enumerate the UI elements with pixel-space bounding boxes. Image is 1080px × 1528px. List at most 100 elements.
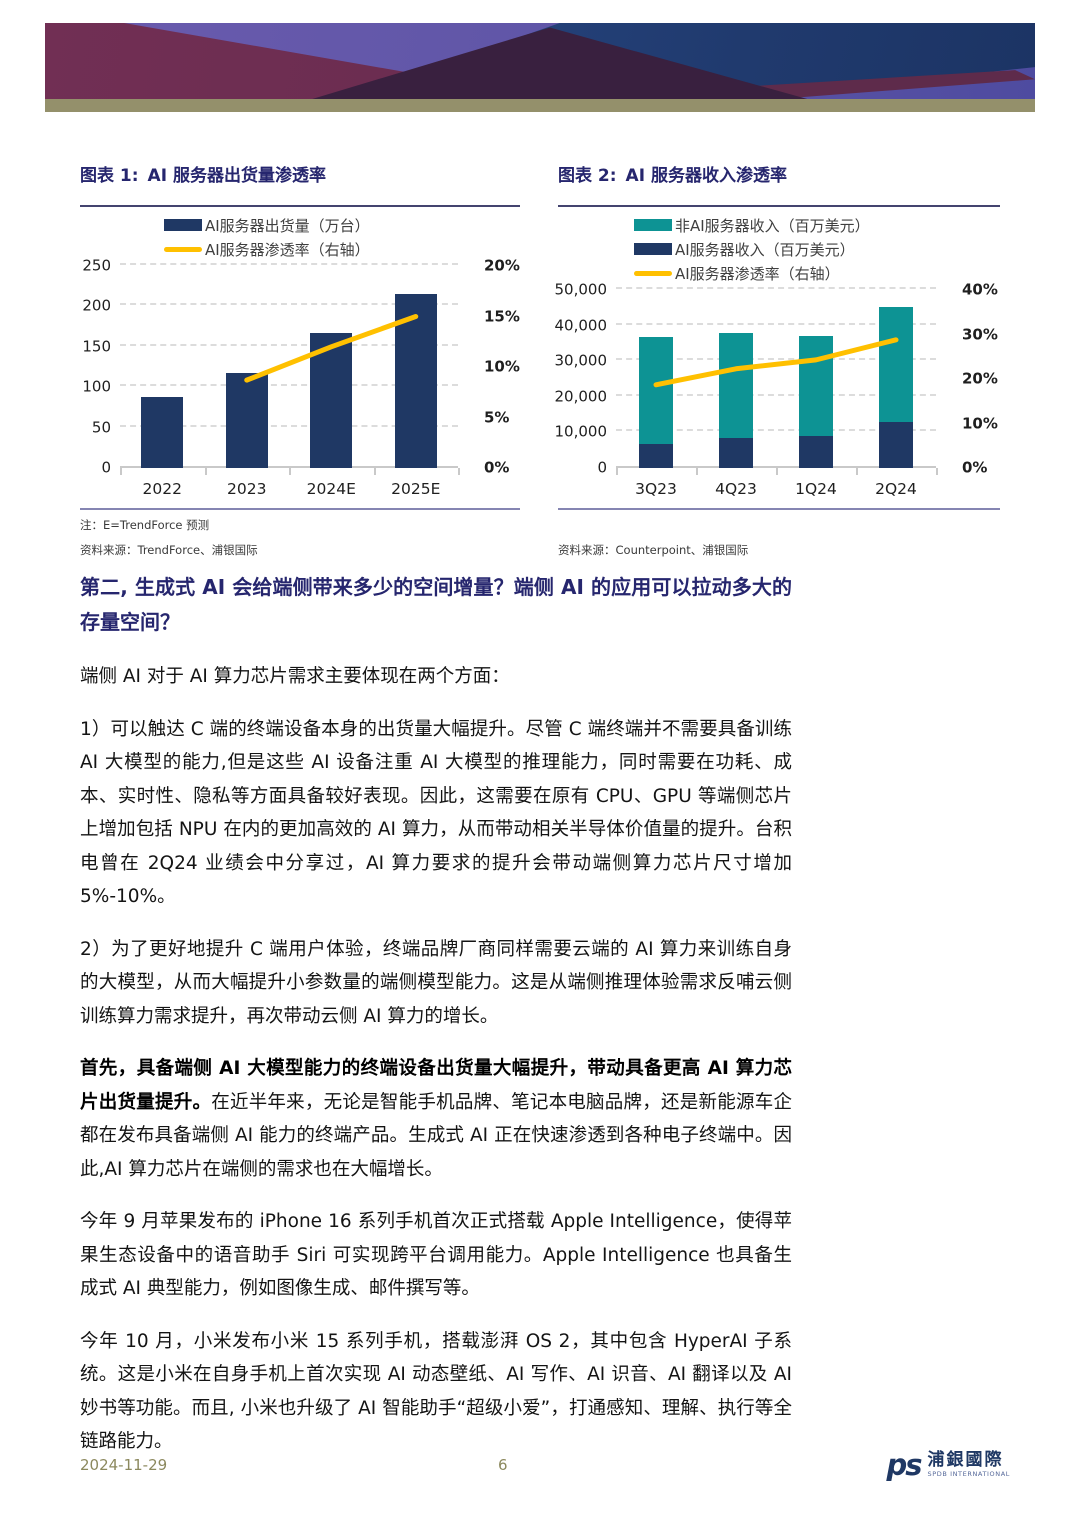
legend-item: AI服务器渗透率（右轴） [164,237,520,261]
x-axis-category-label: 2024E [306,480,356,498]
x-axis-tick [458,468,460,475]
chart-revenue: 非AI服务器收入（百万美元） AI服务器收入（百万美元） AI服务器渗透率（右轴） … [555,213,1000,499]
figure-1-top-rule [80,205,520,207]
right-axis-tick-label: 10% [484,357,520,376]
bar-segment [639,337,673,444]
x-axis-tick [776,468,778,475]
legend-item: 非AI服务器收入（百万美元） [634,213,1000,237]
chart-shipments: AI服务器出货量（万台） AI服务器渗透率（右轴） 0 50 100 150 200 250… [80,213,520,499]
spdb-logo: ps 浦銀國際 SPDB INTERNATIONAL [886,1450,1010,1480]
left-axis-tick-label: 100 [82,377,111,396]
paragraph: 端侧 AI 对于 AI 算力芯片需求主要体现在两个方面： [80,666,510,687]
left-axis-tick-label: 0 [597,458,607,477]
left-axis-tick-label: 150 [82,337,111,356]
chart-1-plot: 0 50 100 150 200 250 0% 5% 10% 15% 20% [82,258,520,475]
x-axis-tick [204,468,207,475]
figure-2-bottom-rule [558,508,1000,510]
footer-date: 2024-11-29 [80,1456,168,1474]
right-axis-tick-label: 20% [484,256,520,275]
x-axis-category-label: 2022 [142,480,182,498]
bar-segment [799,335,833,436]
legend-item: AI服务器收入（百万美元） [634,237,1000,261]
gridline [120,384,458,387]
right-axis-tick-label: 0% [484,458,510,477]
chart-2-plot: 0 10,000 20,000 30,000 40,000 50,000 0% 10% 20% 3… [555,282,998,475]
article-body: 第二, 生成式 AI 会给端侧带来多少的空间增量？端侧 AI 的应用可以拉动多大… [80,570,792,1478]
figure-2-note [558,517,1000,533]
legend-line-swatch [634,270,672,276]
x-axis-baseline [616,466,936,468]
paragraph: 1）可以触达 C 端的终端设备本身的出货量大幅提升。尽管 C 端终端并不需要具备… [80,718,792,908]
bar-segment [879,307,913,423]
gridline [616,358,936,361]
x-axis-category-label: 2Q24 [875,480,917,498]
figure-1-title: 图表 1: AI 服务器出货量渗透率 [80,163,520,190]
legend-item: AI服务器渗透率（右轴） [634,261,1000,285]
gridline [616,322,936,325]
right-axis-tick-label: 15% [484,307,520,325]
x-axis-category-label: 4Q23 [715,480,757,498]
figure-1-source: 资料来源：TrendForce、浦银国际 [80,543,258,557]
figure-2-title-text: AI 服务器收入渗透率 [625,166,787,186]
bar-segment [639,443,673,468]
left-axis-tick-label: 250 [82,256,111,275]
legend-label: AI服务器渗透率（右轴） [205,240,370,259]
x-axis-category-label: 2023 [227,480,267,498]
chart-1-plot-wrap: 0 50 100 150 200 250 0% 5% 10% 15% 20% 2022 2023 202… [82,258,520,498]
header-olive-strip [45,99,1035,112]
legend-label: 非AI服务器收入（百万美元） [675,216,870,235]
legend-item: AI服务器出货量（万台） [164,213,520,237]
bar-segment [879,422,913,468]
gridline [616,287,936,289]
figure-2-label: 图表 2: [558,166,617,186]
x-axis-category-label: 2025E [391,480,441,498]
chart-2-legend: 非AI服务器收入（百万美元） AI服务器收入（百万美元） AI服务器渗透率（右轴） [634,213,1000,285]
figure-2-source: 资料来源：Counterpoint、浦银国际 [558,543,749,557]
spdb-logo-en: SPDB INTERNATIONAL [927,1470,1010,1478]
bar-segment [719,438,753,468]
right-axis-tick-label: 10% [962,414,998,432]
x-axis-tick [373,468,376,475]
legend-label: AI服务器出货量（万台） [205,216,370,235]
right-axis-tick-label: 30% [962,325,998,343]
figure-1-label: 图表 1: [80,166,139,186]
figures-row: 图表 1: AI 服务器出货量渗透率 AI服务器出货量（万台） AI服务器渗透率（右… [0,163,1080,563]
bar-segment [310,333,353,468]
x-axis-tick [616,468,618,475]
legend-label: AI服务器渗透率（右轴） [675,264,840,283]
figure-2-top-rule [558,205,1000,207]
header-banner [45,23,1035,99]
left-axis-tick-label: 0 [101,458,111,477]
chart-2-plot-wrap: 0 10,000 20,000 30,000 40,000 50,000 0% 10% 20% 3… [555,282,998,498]
legend-bar-swatch [634,219,672,231]
figure-1-bottom-rule [80,508,520,510]
bar-segment [799,435,833,468]
right-axis-tick-label: 0% [962,458,988,477]
bar-segment [225,372,268,468]
paragraph: 首先，具备端侧 AI 大模型能力的终端设备出货量大幅提升，带动具备更高 AI 算… [80,1058,792,1180]
bar-segment [719,333,753,439]
figure-1: 图表 1: AI 服务器出货量渗透率 AI服务器出货量（万台） AI服务器渗透率（右… [80,163,520,558]
paragraph: 2）为了更好地提升 C 端用户体验，终端品牌厂商同样需要云端的 AI 算力来训练… [80,938,792,1027]
figure-1-title-text: AI 服务器出货量渗透率 [147,166,326,186]
penetration-line [244,314,419,383]
x-axis-category-label: 3Q23 [635,480,677,498]
paragraph: 今年 9 月苹果发布的 iPhone 16 系列手机首次正式搭载 Apple I… [80,1211,792,1299]
gridline [120,263,458,265]
legend-label: AI服务器收入（百万美元） [675,240,855,259]
left-axis-tick-label: 50 [91,418,111,437]
right-axis-tick-label: 20% [962,369,998,388]
chart-2-x-axis: 3Q23 4Q23 1Q24 2Q24 [616,468,936,498]
figure-2: 图表 2: AI 服务器收入渗透率 非AI服务器收入（百万美元） AI服务器收入（百… [555,163,1000,558]
x-axis-tick [856,468,858,475]
chart-1-legend: AI服务器出货量（万台） AI服务器渗透率（右轴） [164,213,520,261]
penetration-line [653,337,899,388]
left-axis-tick-label: 40,000 [554,316,608,335]
x-axis-tick [936,468,938,475]
x-axis-tick [696,468,698,475]
x-axis-baseline [120,466,458,468]
x-axis-category-label: 1Q24 [795,480,837,498]
figure-2-title: 图表 2: AI 服务器收入渗透率 [558,163,1000,190]
gridline [616,393,936,396]
x-axis-tick [289,468,291,475]
